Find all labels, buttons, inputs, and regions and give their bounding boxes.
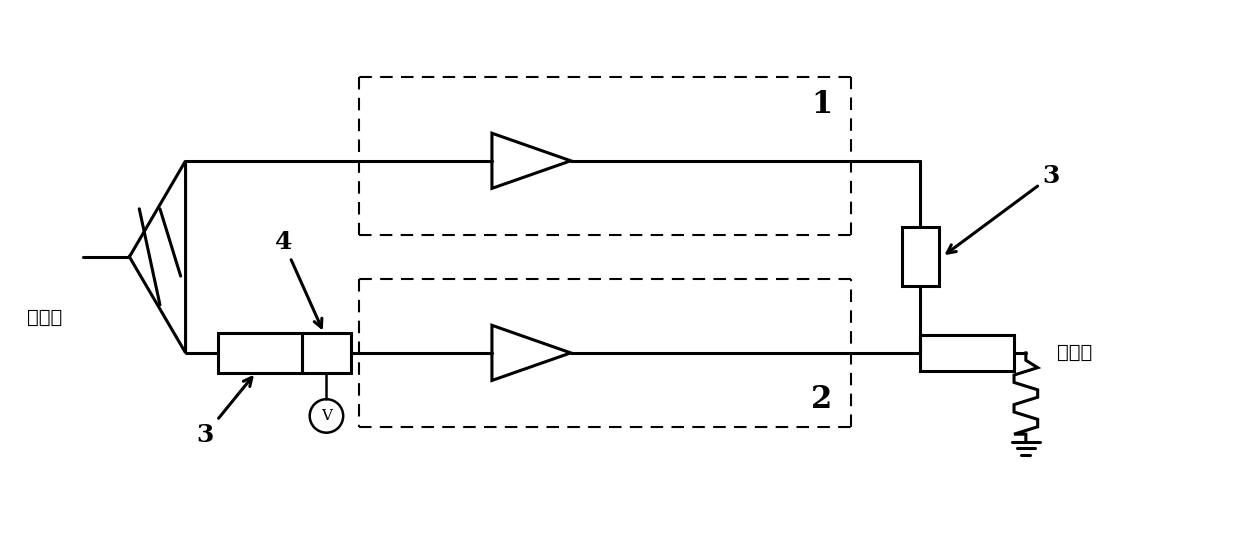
Bar xyxy=(901,228,939,286)
Text: 总输入: 总输入 xyxy=(27,309,62,328)
Text: V: V xyxy=(321,409,332,423)
Text: 4: 4 xyxy=(275,230,322,328)
Text: 2: 2 xyxy=(811,383,832,415)
Text: 总输出: 总输出 xyxy=(1058,343,1092,362)
Text: 3: 3 xyxy=(197,377,252,447)
Bar xyxy=(920,335,1014,371)
Text: 3: 3 xyxy=(947,164,1060,253)
Text: 1: 1 xyxy=(811,89,832,120)
Bar xyxy=(301,333,351,373)
Bar xyxy=(218,333,301,373)
